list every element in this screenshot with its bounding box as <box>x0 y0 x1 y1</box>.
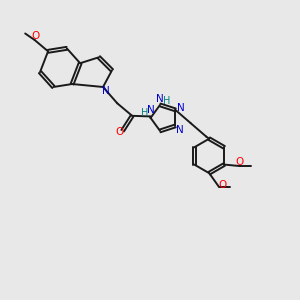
Text: O: O <box>115 127 123 137</box>
Text: O: O <box>32 32 40 41</box>
Text: O: O <box>218 180 226 190</box>
Text: N: N <box>176 125 183 135</box>
Text: H: H <box>141 108 148 118</box>
Text: N: N <box>101 85 109 96</box>
Text: N: N <box>156 94 164 104</box>
Text: O: O <box>236 157 244 167</box>
Text: H: H <box>163 96 170 106</box>
Text: N: N <box>177 103 184 113</box>
Text: N: N <box>147 106 154 116</box>
